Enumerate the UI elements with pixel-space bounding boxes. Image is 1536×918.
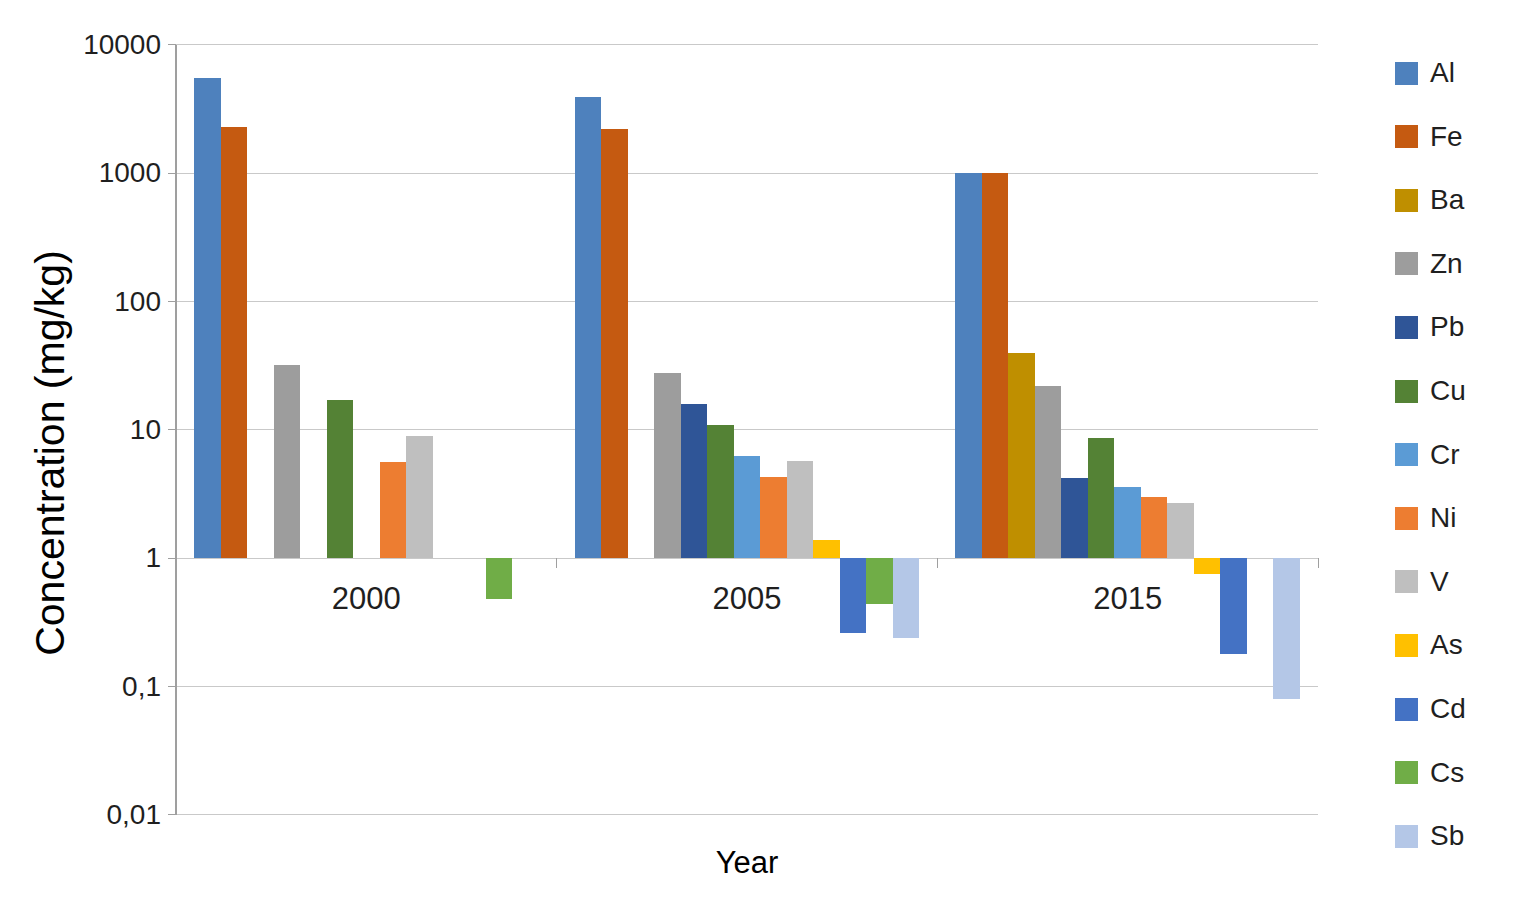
bar-Fe-2005	[601, 129, 628, 558]
legend-label-Cs: Cs	[1430, 759, 1464, 787]
legend-swatch-Pb	[1395, 316, 1418, 339]
legend-item-Cs: Cs	[1395, 759, 1464, 787]
bar-Zn-2000	[274, 365, 301, 558]
y-tick-label: 10	[51, 416, 161, 444]
bar-Cu-2005	[707, 425, 734, 559]
bar-Al-2005	[575, 97, 602, 558]
bar-Al-2015	[955, 173, 982, 558]
legend-swatch-Ni	[1395, 507, 1418, 530]
bar-Cs-2005	[866, 558, 893, 604]
legend-item-Sb: Sb	[1395, 822, 1464, 850]
bar-As-2005	[813, 540, 840, 559]
bar-V-2005	[787, 461, 814, 558]
legend-swatch-Zn	[1395, 252, 1418, 275]
x-axis-tick	[937, 558, 938, 568]
bar-Ni-2000	[380, 462, 407, 558]
x-axis-title: Year	[447, 845, 1047, 881]
bar-Cs-2000	[486, 558, 513, 599]
bar-Ni-2015	[1141, 497, 1168, 558]
bar-Al-2000	[194, 78, 221, 558]
legend-label-Al: Al	[1430, 59, 1455, 87]
chart: Concentration (mg/kg) 1000010001001010,1…	[0, 0, 1536, 918]
legend-swatch-Fe	[1395, 125, 1418, 148]
y-tick-label: 10000	[51, 31, 161, 59]
legend-swatch-Ba	[1395, 189, 1418, 212]
bar-Cd-2015	[1220, 558, 1247, 654]
legend-item-Cd: Cd	[1395, 695, 1466, 723]
gridline-10000	[176, 44, 1318, 45]
legend-swatch-Cd	[1395, 698, 1418, 721]
legend-label-Cd: Cd	[1430, 695, 1466, 723]
legend-label-Cr: Cr	[1430, 441, 1460, 469]
bar-Fe-2015	[982, 173, 1009, 558]
legend-swatch-Sb	[1395, 825, 1418, 848]
bar-Cr-2015	[1114, 487, 1141, 558]
legend-label-V: V	[1430, 568, 1449, 596]
gridline-100	[176, 301, 1318, 302]
y-tick-label: 1	[51, 544, 161, 572]
legend-item-V: V	[1395, 568, 1449, 596]
legend-swatch-V	[1395, 570, 1418, 593]
x-tick-label-2005: 2005	[647, 581, 847, 617]
legend-swatch-As	[1395, 634, 1418, 657]
legend-item-As: As	[1395, 631, 1463, 659]
legend-item-Pb: Pb	[1395, 313, 1464, 341]
bar-Ba-2015	[1008, 353, 1035, 559]
x-axis-tick	[176, 558, 177, 568]
legend-item-Zn: Zn	[1395, 250, 1463, 278]
legend-label-Fe: Fe	[1430, 123, 1463, 151]
bar-Cu-2015	[1088, 438, 1115, 559]
legend-item-Fe: Fe	[1395, 123, 1463, 151]
legend-swatch-Cs	[1395, 761, 1418, 784]
bar-Cr-2005	[734, 456, 761, 559]
x-tick-label-2000: 2000	[266, 581, 466, 617]
bar-Pb-2005	[681, 404, 708, 559]
legend-label-Pb: Pb	[1430, 313, 1464, 341]
y-tick-label: 100	[51, 288, 161, 316]
x-axis-tick	[1318, 558, 1319, 568]
y-tick-label: 0,1	[51, 673, 161, 701]
bar-Fe-2000	[221, 127, 248, 558]
legend-label-Sb: Sb	[1430, 822, 1464, 850]
x-axis-tick	[556, 558, 557, 568]
bar-Cu-2000	[327, 400, 354, 558]
bar-V-2000	[406, 436, 433, 558]
legend-item-Cu: Cu	[1395, 377, 1466, 405]
legend-label-Cu: Cu	[1430, 377, 1466, 405]
y-tick-label: 0,01	[51, 801, 161, 829]
x-tick-label-2015: 2015	[1028, 581, 1228, 617]
legend-swatch-Al	[1395, 62, 1418, 85]
bar-Sb-2015	[1273, 558, 1300, 699]
legend-label-Zn: Zn	[1430, 250, 1463, 278]
legend-item-Ba: Ba	[1395, 186, 1464, 214]
legend-item-Cr: Cr	[1395, 441, 1460, 469]
bar-V-2015	[1167, 503, 1194, 558]
legend-swatch-Cu	[1395, 380, 1418, 403]
y-tick-label: 1000	[51, 159, 161, 187]
bar-As-2015	[1194, 558, 1221, 574]
bar-Pb-2015	[1061, 478, 1088, 558]
bar-Zn-2015	[1035, 386, 1062, 558]
y-axis-line	[175, 45, 177, 815]
legend-swatch-Cr	[1395, 443, 1418, 466]
bar-Sb-2005	[893, 558, 920, 638]
legend-label-As: As	[1430, 631, 1463, 659]
gridline-0,1	[176, 686, 1318, 687]
legend-label-Ni: Ni	[1430, 504, 1456, 532]
bar-Zn-2005	[654, 373, 681, 559]
legend-label-Ba: Ba	[1430, 186, 1464, 214]
gridline-0,01	[176, 814, 1318, 815]
legend-item-Ni: Ni	[1395, 504, 1456, 532]
legend-item-Al: Al	[1395, 59, 1455, 87]
gridline-1000	[176, 173, 1318, 174]
bar-Ni-2005	[760, 477, 787, 558]
bar-Cd-2005	[840, 558, 867, 633]
